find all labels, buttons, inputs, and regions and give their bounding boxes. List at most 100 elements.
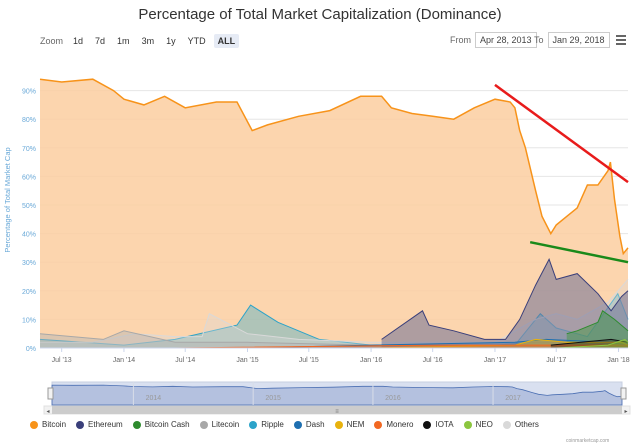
x-tick-label: Jan '16	[360, 357, 382, 364]
legend-label: Others	[514, 420, 539, 429]
scroll-left-arrow-icon[interactable]: ◂	[46, 409, 49, 415]
legend-dot	[249, 420, 258, 429]
legend-label: Dash	[305, 420, 325, 429]
y-tick-label: 70%	[22, 146, 36, 153]
legend-label: Litecoin	[211, 420, 240, 429]
y-axis-label: Percentage of Total Market Cap	[3, 147, 12, 252]
legend-dot	[293, 420, 302, 429]
legend-label: Monero	[386, 420, 414, 429]
to-label: To	[534, 35, 544, 45]
series-line-bitcoin-cash[interactable]	[566, 310, 629, 335]
navigator-series	[51, 384, 623, 406]
legend-item-monero[interactable]: Monero	[374, 420, 413, 429]
legend-dot	[334, 420, 343, 429]
navigator-handle-left[interactable]	[47, 387, 54, 400]
x-tick-label: Jan '15	[236, 357, 258, 364]
zoom-1m-button[interactable]: 1m	[117, 36, 130, 46]
zoom-3m-button[interactable]: 3m	[141, 36, 155, 46]
navigator-year-label: 2015	[265, 395, 281, 402]
zoom-label: Zoom	[40, 36, 64, 46]
from-date-input[interactable]: Apr 28, 2013	[475, 32, 537, 48]
x-tick-label: Jul '15	[299, 357, 319, 364]
from-range: From Apr 28, 2013	[450, 32, 537, 48]
legend-dot	[132, 420, 141, 429]
legend-item-ripple[interactable]: Ripple	[249, 420, 284, 429]
legend-dot	[199, 420, 208, 429]
zoom-ytd-button[interactable]: YTD	[187, 36, 206, 46]
x-axis: Jul '13 Jan '14 Jul '14 Jan '15 Jul '15 Jan '…	[40, 347, 630, 364]
legend-item-litecoin[interactable]: Litecoin	[199, 420, 240, 429]
y-tick-label: 80%	[22, 117, 36, 124]
navigator-year-label: 2017	[505, 395, 521, 402]
y-tick-label: 10%	[22, 317, 36, 324]
to-date-input[interactable]: Jan 29, 2018	[547, 32, 610, 48]
x-tick-label: Jul '16	[423, 357, 443, 364]
x-tick-label: Jan '17	[484, 357, 506, 364]
legend-dot	[423, 420, 432, 429]
legend-item-neo[interactable]: NEO	[463, 420, 493, 429]
series-area-iota	[550, 339, 628, 348]
series-area-nem	[371, 339, 628, 348]
x-tick-label: Jul '13	[52, 357, 72, 364]
series-area-neo	[556, 339, 628, 348]
x-tick-label: Jan '18	[607, 357, 629, 364]
legend-item-others[interactable]: Others	[502, 420, 539, 429]
series-area-ethereum	[381, 259, 628, 348]
series-line-iota[interactable]	[550, 338, 629, 346]
legend-label: Bitcoin Cash	[144, 420, 190, 429]
legend-item-bitcoin-cash[interactable]: Bitcoin Cash	[132, 420, 190, 429]
series-areas	[39, 78, 629, 349]
legend-label: Ethereum	[88, 420, 123, 429]
x-tick-label: Jan '14	[113, 357, 135, 364]
legend-item-ethereum[interactable]: Ethereum	[76, 420, 123, 429]
legend-item-bitcoin[interactable]: Bitcoin	[30, 420, 66, 429]
legend-dot	[76, 420, 85, 429]
trend-lines	[494, 83, 629, 264]
y-tick-label: 0%	[26, 346, 36, 353]
legend-label: Bitcoin	[42, 420, 67, 429]
navigator-year-label: 2014	[146, 395, 162, 402]
hamburger-menu-icon[interactable]	[616, 35, 626, 45]
y-tick-label: 90%	[22, 89, 36, 96]
scrollbar-grip-icon[interactable]: ≡	[335, 409, 339, 415]
legend-dot	[463, 420, 472, 429]
zoom-7d-button[interactable]: 7d	[95, 36, 106, 46]
resistance-trend-line	[494, 83, 629, 184]
legend-label: Ripple	[261, 420, 284, 429]
legend: Bitcoin Ethereum Bitcoin Cash Litecoin R…	[30, 420, 549, 429]
series-area-bitcoin	[40, 79, 628, 348]
legend-dot	[30, 420, 38, 429]
y-tick-label: 50%	[22, 203, 36, 210]
zoom-1d-button[interactable]: 1d	[73, 36, 84, 46]
series-line-bitcoin[interactable]	[39, 78, 629, 256]
legend-item-nem[interactable]: NEM	[334, 420, 365, 429]
x-tick-label: Jul '17	[546, 357, 566, 364]
legend-label: NEM	[346, 420, 365, 429]
zoom-1y-button[interactable]: 1y	[166, 36, 176, 46]
series-area-litecoin	[40, 330, 628, 348]
y-axis: 0% 10% 20% 30% 40% 50% 60% 70% 80% 90%	[22, 89, 36, 353]
legend-item-dash[interactable]: Dash	[293, 420, 325, 429]
legend-label: NEO	[475, 420, 493, 429]
y-tick-label: 30%	[22, 260, 36, 267]
series-line-neo[interactable]	[556, 338, 629, 349]
x-tick-label: Jul '14	[175, 357, 195, 364]
legend-item-iota[interactable]: IOTA	[423, 420, 454, 429]
legend-dot	[502, 420, 511, 429]
navigator-handle-right[interactable]	[620, 387, 627, 400]
scroll-right-arrow-icon[interactable]: ▸	[624, 409, 627, 415]
navigator[interactable]: 2014 2015 2016 2017 ◂ ▸ ≡	[43, 381, 631, 415]
legend-label: IOTA	[435, 420, 454, 429]
chart-title: Percentage of Total Market Capitalizatio…	[138, 6, 502, 23]
zoom-selector: Zoom 1d 7d 1m 3m 1y YTD ALL	[40, 33, 243, 49]
to-range: To Jan 29, 2018	[534, 32, 610, 48]
from-label: From	[450, 35, 471, 45]
y-tick-label: 40%	[22, 232, 36, 239]
scrollbar-thumb[interactable]	[52, 406, 622, 414]
series-line-monero[interactable]	[175, 344, 628, 349]
series-line-ethereum[interactable]	[381, 258, 629, 340]
legend-dot	[374, 420, 383, 429]
series-area-bitcoin-cash	[566, 310, 628, 348]
zoom-all-button[interactable]: ALL	[213, 34, 240, 48]
